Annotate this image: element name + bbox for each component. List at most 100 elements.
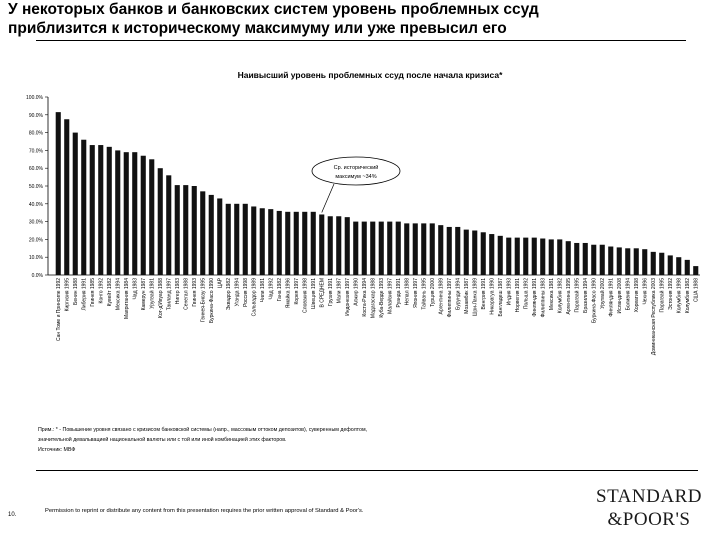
category-label: Аргентина 1995 — [566, 278, 572, 315]
category-label: Индия 1993 — [507, 278, 513, 306]
category-label: Швеция 1991 — [311, 278, 317, 309]
category-label: Либерия 1991 — [82, 278, 88, 311]
category-label: Чад 1992 — [269, 278, 275, 300]
chart-notes: Прим.: * - Повышение уровня связано с кр… — [38, 425, 538, 455]
category-label: Мозамбик 1987 — [464, 278, 470, 314]
y-tick-label: 20.0% — [29, 237, 44, 243]
bar — [693, 266, 699, 275]
y-tick-label: 90.0% — [29, 113, 44, 119]
category-label: Кот-д'Ивуар 1988 — [158, 278, 164, 318]
category-label: Кувейт 1982 — [106, 278, 113, 307]
bar — [497, 235, 503, 275]
bar — [242, 203, 248, 275]
bar — [217, 198, 223, 275]
category-label: Эстония 1992 — [668, 278, 674, 310]
bar — [361, 221, 367, 275]
category-label: Киргизия 1995 — [65, 278, 71, 312]
bar — [557, 239, 563, 275]
category-label: Мали 1987 — [337, 278, 343, 303]
category-label: Чили 1981 — [260, 278, 266, 303]
bar — [344, 217, 350, 275]
bar — [370, 221, 376, 275]
category-label: США 1988 — [694, 278, 700, 302]
annotation-text-2: максимум ~34% — [335, 174, 376, 180]
category-label: Алжир 1990 — [354, 278, 360, 306]
bar — [659, 252, 665, 275]
bar — [591, 244, 597, 275]
category-label: Руанда 1991 — [396, 278, 402, 308]
bar — [132, 152, 138, 275]
bar — [378, 221, 384, 275]
category-label: Доминиканская Республика 2003 — [651, 278, 657, 355]
chart-title: Наивысший уровень проблемных ссуд после … — [238, 70, 504, 80]
category-label: Турция 2000 — [430, 278, 436, 307]
npl-bar-chart: Наивысший уровень проблемных ссуд после … — [26, 70, 700, 355]
bar — [625, 248, 631, 275]
category-label: Мадагаскар 1988 — [371, 278, 377, 318]
bar — [353, 221, 359, 275]
bar — [191, 186, 197, 275]
y-tick-label: 0.0% — [32, 273, 44, 279]
category-label: Чехия 1996 — [643, 278, 649, 305]
bar — [642, 249, 648, 275]
bar — [565, 241, 571, 275]
bar — [123, 152, 129, 275]
category-label: Шри-Ланка 1989 — [473, 278, 479, 316]
source-note: Источник: МВФ — [38, 447, 76, 453]
category-label: Парагвай 1995 — [659, 278, 666, 313]
bar — [157, 168, 163, 275]
category-label: Мавритания 1984 — [124, 278, 130, 319]
category-label: Коста-Рика 1994 — [362, 278, 368, 317]
bar — [667, 255, 673, 275]
bar — [616, 247, 622, 275]
category-label: Гана 1982 — [277, 278, 283, 301]
bar — [676, 257, 682, 275]
category-label: Норвегия 1991 — [515, 278, 521, 313]
y-tick-label: 10.0% — [29, 255, 44, 261]
bar — [514, 237, 520, 275]
bar — [174, 185, 180, 275]
category-label: Колумбия 1982 — [685, 278, 691, 313]
category-label: Непал 1988 — [405, 278, 411, 306]
annotation-text-1: Ср. исторический — [334, 164, 379, 171]
category-label: Эквадор 1982 — [226, 278, 232, 310]
footer-divider — [36, 470, 698, 471]
title-line-2: приблизится к историческому максимуму ил… — [8, 20, 507, 37]
y-tick-label: 50.0% — [29, 184, 44, 190]
category-label: Сенегал 1988 — [184, 278, 190, 310]
category-label: Колумбия 1982 — [558, 278, 564, 313]
bar — [149, 159, 155, 275]
category-label: Сальвадор 1989 — [252, 278, 258, 317]
bar — [225, 203, 231, 275]
bar — [268, 209, 274, 275]
category-label: Бангладеш 1987 — [498, 278, 504, 317]
category-label: Словакия 1998 — [303, 278, 309, 313]
bar — [523, 237, 529, 275]
bar — [438, 225, 444, 275]
bar — [234, 203, 240, 275]
page-number: 10. — [8, 512, 17, 518]
category-label: Финляндия 1991 — [532, 278, 538, 317]
category-label: Гвинея-Бисау 1995 — [201, 278, 207, 322]
slide-title: У некоторых банков и банковских систем у… — [8, 0, 688, 38]
y-tick-label: 100.0% — [26, 95, 44, 101]
bar — [582, 242, 588, 275]
category-label: Финляндия 1991 — [609, 278, 615, 317]
bar — [395, 221, 401, 275]
category-label: Колумбия 1998 — [677, 278, 683, 313]
category-label: Куба-Верде 1993 — [379, 278, 385, 318]
category-label: Россия 1998 — [243, 278, 249, 307]
logo-line-1: STANDARD — [596, 486, 702, 507]
category-label: Малайзия 1997 — [387, 278, 394, 314]
category-label: Филиппины 1997 — [447, 278, 453, 318]
bar — [404, 223, 410, 275]
note-line-1: Прим.: * - Повышение уровня связано с кр… — [38, 427, 368, 433]
bar — [81, 139, 87, 275]
category-label: Аргентина 1989 — [439, 278, 445, 315]
category-label: В СРЕДНЕМ — [320, 278, 326, 308]
bar — [115, 150, 121, 275]
bar — [55, 112, 61, 275]
bar — [387, 221, 393, 275]
y-tick-label: 80.0% — [29, 131, 44, 137]
bar — [276, 210, 282, 275]
